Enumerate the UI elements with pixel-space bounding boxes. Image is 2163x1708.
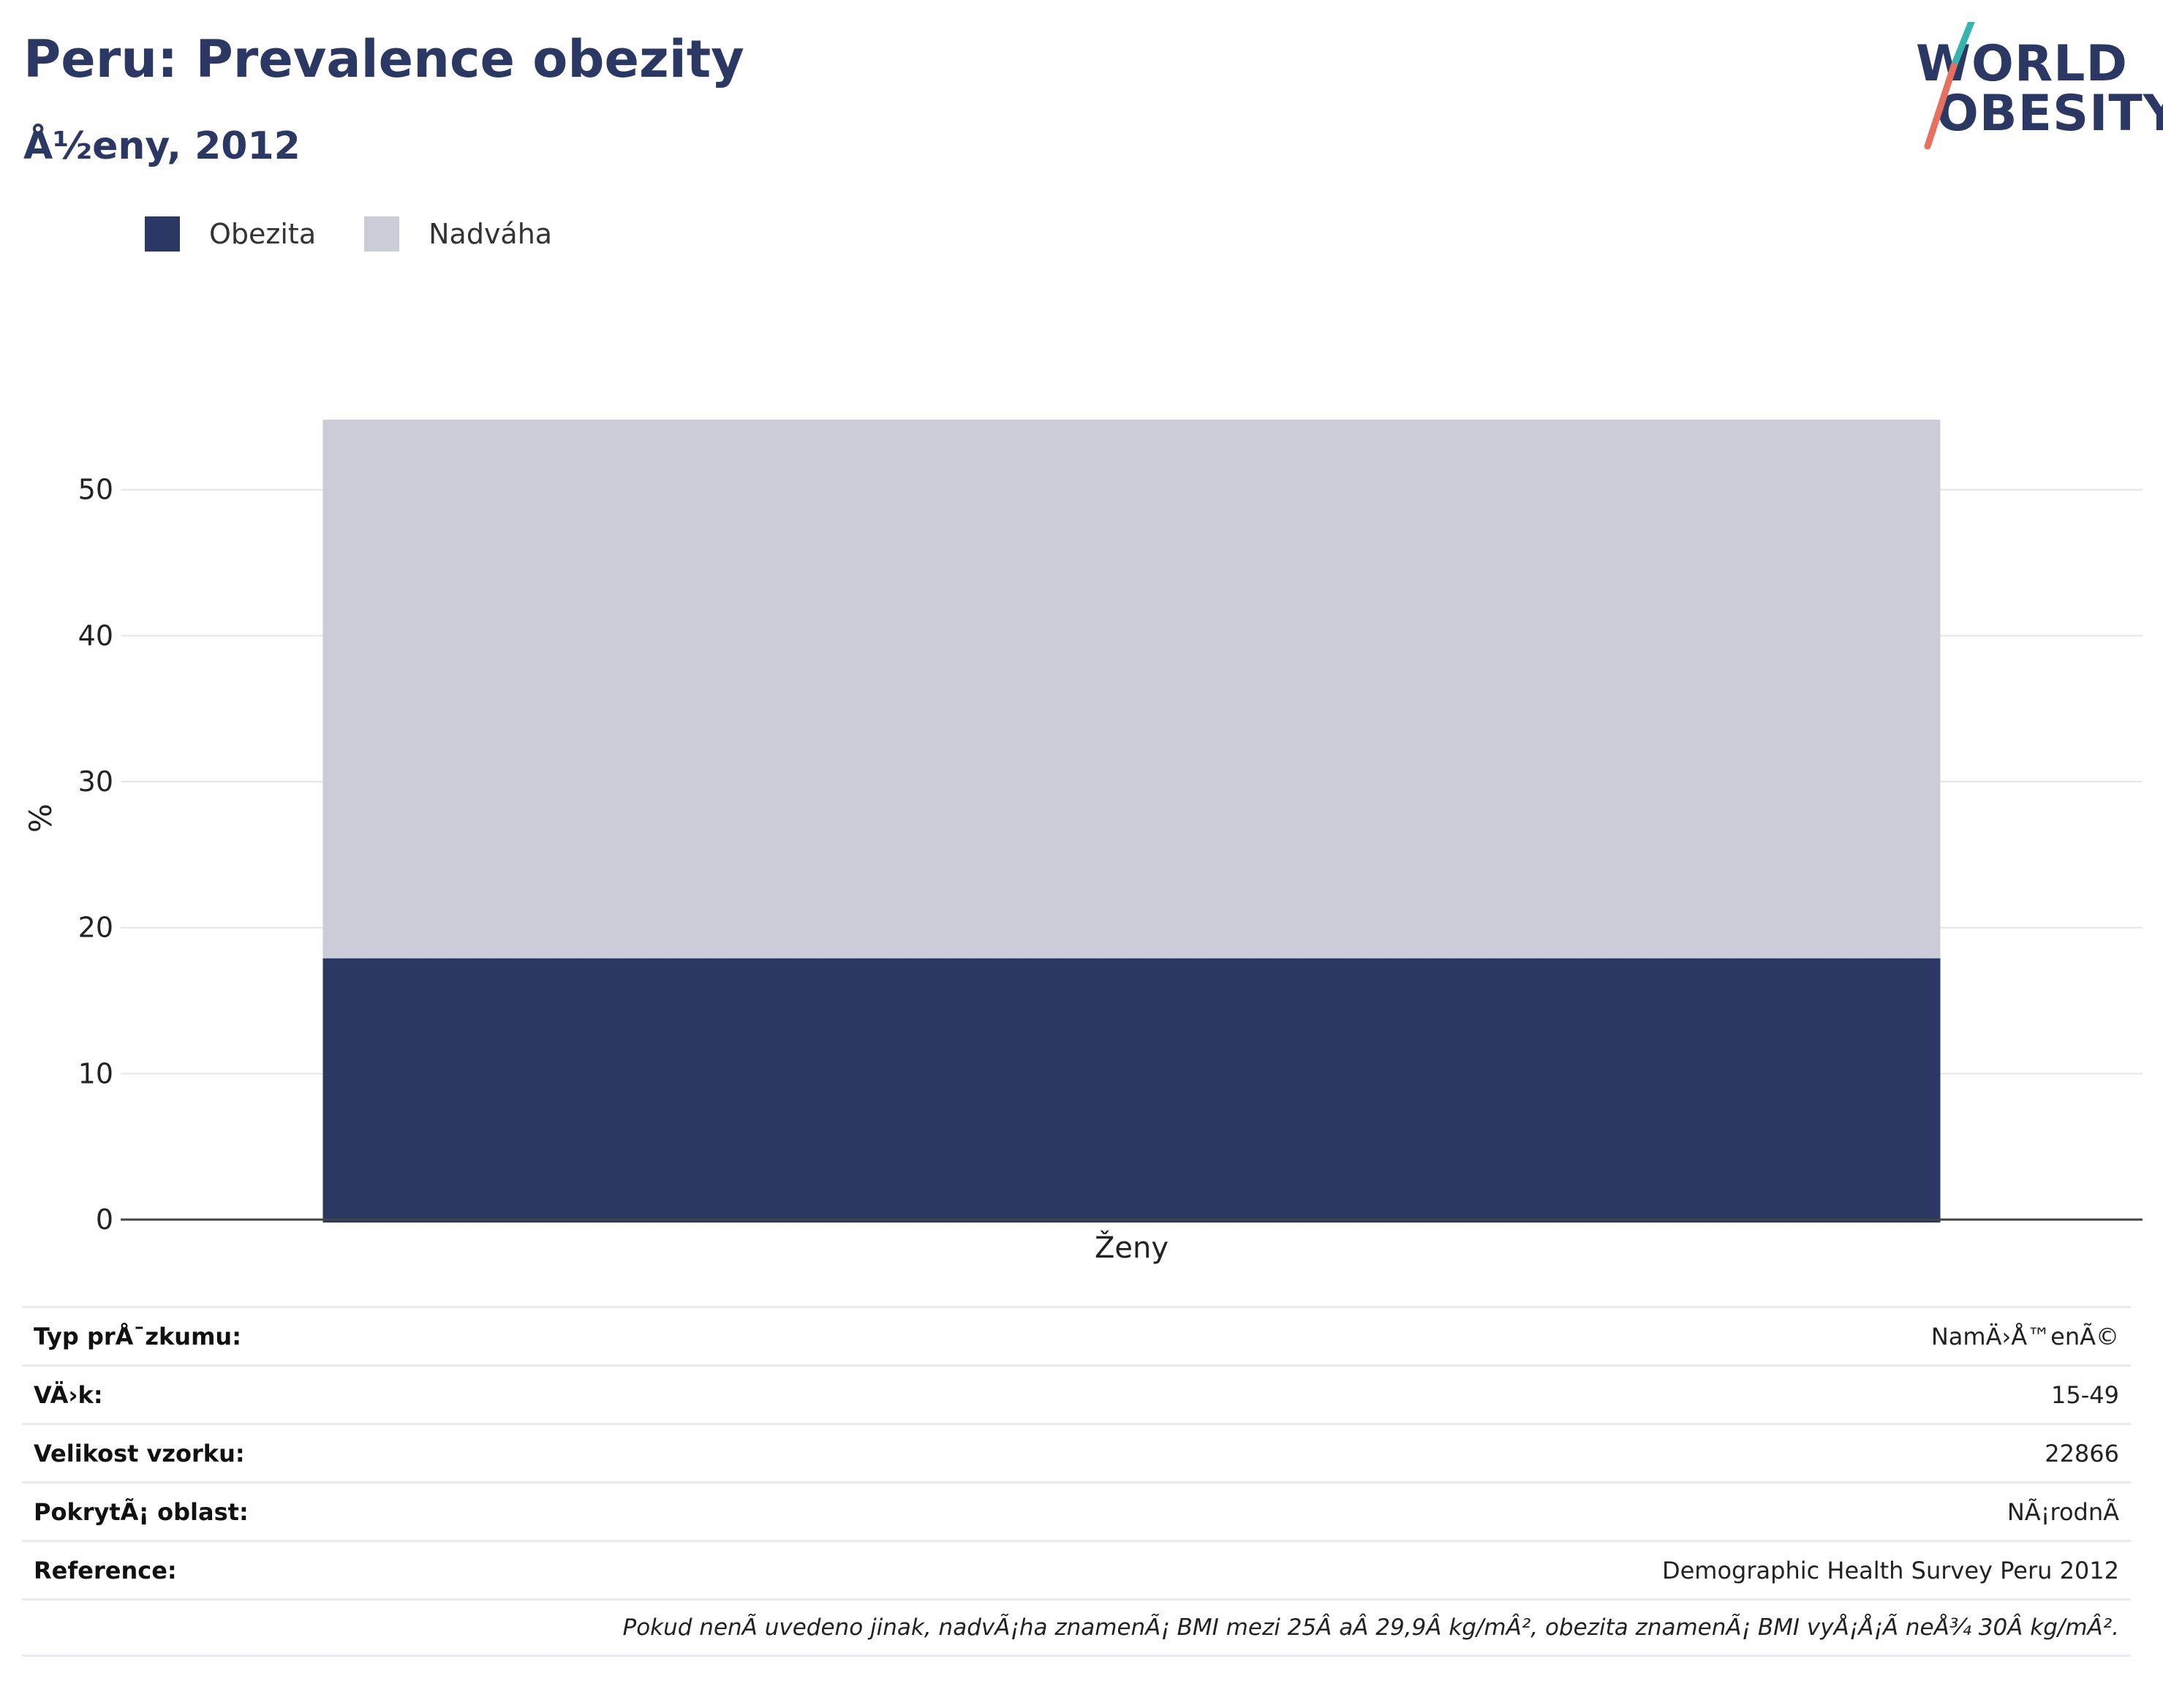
info-row-coverage: PokrytÃ¡ oblast: NÃ¡rodnÃ <box>22 1481 2131 1540</box>
world-obesity-logo: WORLD OBESITY <box>1894 22 2163 154</box>
x-tick-labels: Ženy <box>1095 1230 1169 1265</box>
y-tick-label: 0 <box>96 1203 113 1236</box>
info-label: Velikost vzorku: <box>34 1439 245 1467</box>
chart-legend: Obezita Nadváha <box>145 216 600 252</box>
info-row-sample-size: Velikost vzorku: 22866 <box>22 1423 2131 1481</box>
info-row-survey-type: Typ prÅ¯zkumu: NamÄ›Å™enÃ© <box>22 1306 2131 1364</box>
bars <box>322 419 1941 1223</box>
y-axis-label: % <box>23 804 58 833</box>
note-text: Pokud nenÃ uvedeno jinak, nadvÃ¡ha zname… <box>622 1614 2119 1641</box>
logo-word-obesity: OBESITY <box>1936 85 2163 143</box>
chart-title: Peru: Prevalence obezity <box>23 29 744 89</box>
info-label: Reference: <box>34 1556 177 1584</box>
info-value: Demographic Health Survey Peru 2012 <box>1661 1556 2119 1584</box>
legend-swatch-obezita <box>145 216 180 252</box>
legend-label-obezita: Obezita <box>209 218 317 250</box>
info-row-age: VÄ›k: 15-49 <box>22 1364 2131 1423</box>
info-label: VÄ›k: <box>34 1380 103 1409</box>
y-tick-label: 10 <box>78 1057 113 1089</box>
legend-label-nadvaha: Nadváha <box>429 218 553 250</box>
info-row-reference: Reference: Demographic Health Survey Per… <box>22 1540 2131 1598</box>
y-tick-label: 30 <box>78 766 113 798</box>
y-tick-label: 50 <box>78 474 113 506</box>
legend-swatch-nadvaha <box>364 216 400 252</box>
y-tick-labels: 0 10 20 30 40 50 <box>78 474 113 1236</box>
info-value: 15-49 <box>2051 1380 2119 1409</box>
y-tick-label: 20 <box>78 912 113 944</box>
definition-note: Pokud nenÃ uvedeno jinak, nadvÃ¡ha zname… <box>22 1598 2131 1657</box>
bar-segment-obezita <box>322 958 1941 1223</box>
info-label: Typ prÅ¯zkumu: <box>34 1322 241 1350</box>
info-value: NamÄ›Å™enÃ© <box>1930 1322 2119 1350</box>
info-value: 22866 <box>2045 1439 2119 1467</box>
legend-item-obezita: Obezita <box>145 216 316 252</box>
bar-segment-nadváha <box>322 419 1941 959</box>
info-value: NÃ¡rodnÃ <box>2007 1497 2119 1526</box>
logo-slash-icon <box>1924 22 1975 150</box>
chart-subtitle: Å½eny, 2012 <box>23 124 301 168</box>
survey-info-table: Typ prÅ¯zkumu: NamÄ›Å™enÃ© VÄ›k: 15-49 V… <box>22 1306 2131 1657</box>
stacked-bar-chart: 0 10 20 30 40 50 Ženy % <box>23 419 2143 1265</box>
legend-item-nadvaha: Nadváha <box>364 216 552 252</box>
info-label: PokrytÃ¡ oblast: <box>34 1497 249 1526</box>
y-tick-label: 40 <box>78 619 113 651</box>
x-tick-label: Ženy <box>1095 1230 1169 1265</box>
